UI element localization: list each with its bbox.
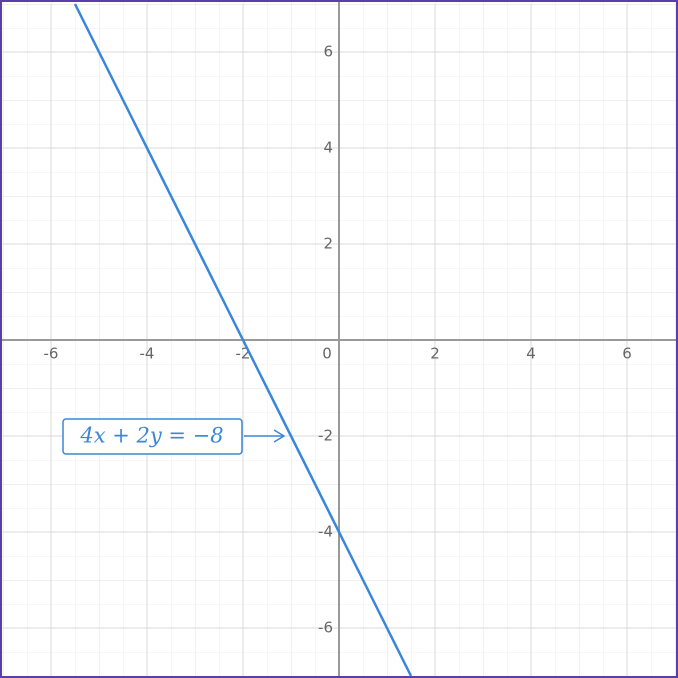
annotation: 4x + 2y = −8 [79, 424, 223, 448]
x-tick-label: -6 [44, 345, 59, 363]
x-tick-label: 4 [526, 345, 536, 363]
x-tick-label: 6 [622, 345, 632, 363]
y-tick-label: -2 [318, 427, 333, 445]
y-tick-label: 4 [323, 139, 333, 157]
y-tick-label: -4 [318, 523, 333, 541]
x-tick-label: -2 [236, 345, 251, 363]
x-tick-label: 0 [322, 345, 332, 363]
y-tick-label: 6 [323, 43, 333, 61]
annotation-box [62, 418, 243, 455]
y-tick-label: -6 [318, 619, 333, 637]
x-tick-label: -4 [140, 345, 155, 363]
y-tick-label: 2 [323, 235, 333, 253]
x-tick-label: 2 [430, 345, 440, 363]
annotation-arrow [244, 429, 286, 443]
line [73, 3, 413, 677]
